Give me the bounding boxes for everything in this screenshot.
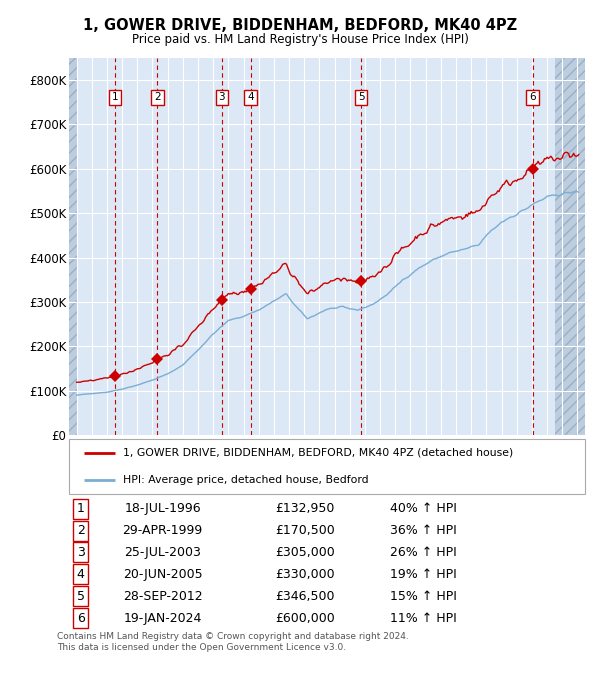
Text: £330,000: £330,000	[275, 568, 335, 581]
Text: Contains HM Land Registry data © Crown copyright and database right 2024.
This d: Contains HM Land Registry data © Crown c…	[57, 632, 409, 652]
Text: 36% ↑ HPI: 36% ↑ HPI	[389, 524, 457, 537]
Text: 25-JUL-2003: 25-JUL-2003	[124, 546, 201, 559]
Bar	[554, 58, 585, 435]
Text: 6: 6	[77, 611, 85, 624]
Text: 4: 4	[77, 568, 85, 581]
Text: 2: 2	[154, 92, 161, 103]
Text: 40% ↑ HPI: 40% ↑ HPI	[389, 503, 457, 515]
Text: 3: 3	[77, 546, 85, 559]
Text: £305,000: £305,000	[275, 546, 335, 559]
Text: 26% ↑ HPI: 26% ↑ HPI	[389, 546, 457, 559]
Text: £600,000: £600,000	[275, 611, 335, 624]
Text: 19% ↑ HPI: 19% ↑ HPI	[389, 568, 457, 581]
Text: 1, GOWER DRIVE, BIDDENHAM, BEDFORD, MK40 4PZ (detached house): 1, GOWER DRIVE, BIDDENHAM, BEDFORD, MK40…	[123, 447, 514, 458]
Text: 29-APR-1999: 29-APR-1999	[122, 524, 203, 537]
Text: 1: 1	[77, 503, 85, 515]
Text: 3: 3	[218, 92, 225, 103]
Text: 20-JUN-2005: 20-JUN-2005	[123, 568, 202, 581]
Text: Price paid vs. HM Land Registry's House Price Index (HPI): Price paid vs. HM Land Registry's House …	[131, 33, 469, 46]
Text: 5: 5	[77, 590, 85, 602]
Text: 1, GOWER DRIVE, BIDDENHAM, BEDFORD, MK40 4PZ: 1, GOWER DRIVE, BIDDENHAM, BEDFORD, MK40…	[83, 18, 517, 33]
Text: 28-SEP-2012: 28-SEP-2012	[123, 590, 202, 602]
FancyBboxPatch shape	[69, 439, 585, 494]
Text: £132,950: £132,950	[275, 503, 335, 515]
Text: 2: 2	[77, 524, 85, 537]
Text: 18-JUL-1996: 18-JUL-1996	[124, 503, 201, 515]
Text: HPI: Average price, detached house, Bedford: HPI: Average price, detached house, Bedf…	[123, 475, 369, 486]
Text: 19-JAN-2024: 19-JAN-2024	[124, 611, 202, 624]
Text: £346,500: £346,500	[275, 590, 335, 602]
Bar	[69, 58, 77, 435]
Text: 11% ↑ HPI: 11% ↑ HPI	[389, 611, 457, 624]
Text: 4: 4	[247, 92, 254, 103]
Text: 5: 5	[358, 92, 364, 103]
Text: 6: 6	[529, 92, 536, 103]
Text: £170,500: £170,500	[275, 524, 335, 537]
Text: 1: 1	[112, 92, 118, 103]
Text: 15% ↑ HPI: 15% ↑ HPI	[389, 590, 457, 602]
